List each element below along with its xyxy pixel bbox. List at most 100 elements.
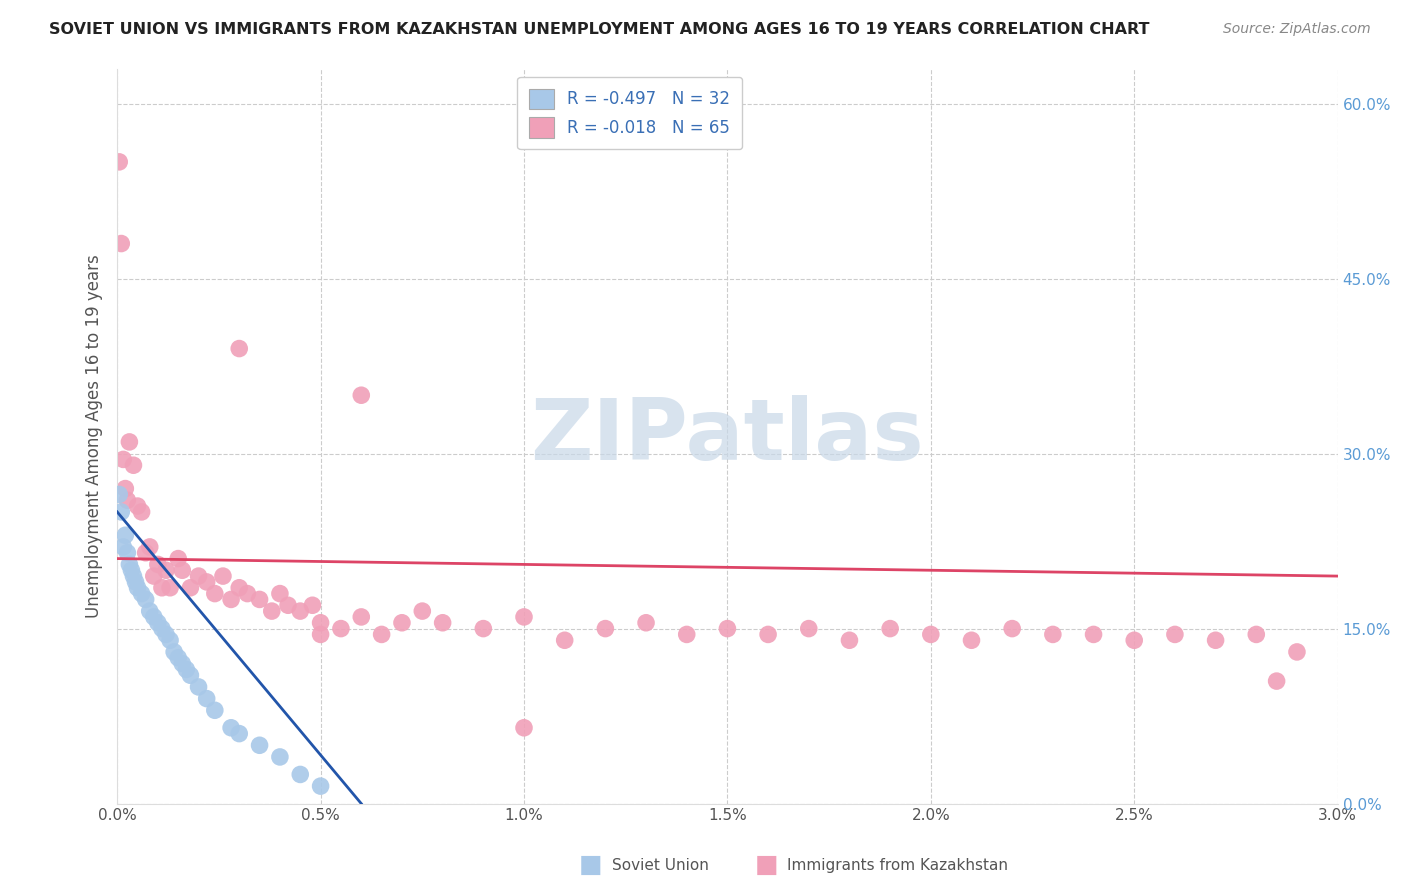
Point xyxy=(146,615,169,630)
Point xyxy=(155,627,177,641)
Point xyxy=(716,622,738,636)
Point xyxy=(176,662,198,676)
Point xyxy=(179,668,201,682)
Point xyxy=(172,563,194,577)
Point xyxy=(301,599,323,613)
Point xyxy=(195,574,218,589)
Point xyxy=(204,586,226,600)
Point xyxy=(118,558,141,572)
Point xyxy=(1285,645,1308,659)
Point xyxy=(1246,627,1268,641)
Point xyxy=(838,633,860,648)
Point xyxy=(118,434,141,449)
Point xyxy=(350,610,373,624)
Point xyxy=(350,388,373,402)
Text: ■: ■ xyxy=(579,854,602,877)
Point xyxy=(117,493,139,508)
Point xyxy=(228,581,250,595)
Point xyxy=(228,342,250,356)
Point xyxy=(127,581,149,595)
Point xyxy=(879,622,901,636)
Point xyxy=(554,633,576,648)
Point xyxy=(131,505,153,519)
Point xyxy=(309,627,332,641)
Text: ■: ■ xyxy=(755,854,778,877)
Point xyxy=(634,615,657,630)
Point xyxy=(1164,627,1187,641)
Point xyxy=(159,633,181,648)
Text: SOVIET UNION VS IMMIGRANTS FROM KAZAKHSTAN UNEMPLOYMENT AMONG AGES 16 TO 19 YEAR: SOVIET UNION VS IMMIGRANTS FROM KAZAKHST… xyxy=(49,22,1150,37)
Point xyxy=(110,505,132,519)
Point xyxy=(1205,633,1227,648)
Point xyxy=(163,645,186,659)
Point xyxy=(391,615,413,630)
Point xyxy=(249,739,271,753)
Point xyxy=(138,604,160,618)
Point xyxy=(411,604,433,618)
Point xyxy=(120,563,142,577)
Point xyxy=(179,581,201,595)
Point xyxy=(187,569,209,583)
Point xyxy=(114,482,136,496)
Point xyxy=(595,622,617,636)
Point xyxy=(236,586,259,600)
Point xyxy=(472,622,495,636)
Point xyxy=(1265,674,1288,689)
Point xyxy=(108,487,131,501)
Point xyxy=(290,604,312,618)
Point xyxy=(172,657,194,671)
Point xyxy=(1001,622,1024,636)
Point xyxy=(150,581,173,595)
Point xyxy=(122,569,145,583)
Point xyxy=(1123,633,1146,648)
Point xyxy=(146,558,169,572)
Point xyxy=(150,622,173,636)
Point xyxy=(127,499,149,513)
Point xyxy=(135,546,157,560)
Point xyxy=(269,586,291,600)
Point xyxy=(108,154,131,169)
Point xyxy=(114,528,136,542)
Text: ZIPatlas: ZIPatlas xyxy=(530,394,924,477)
Point xyxy=(260,604,283,618)
Point xyxy=(960,633,983,648)
Point xyxy=(138,540,160,554)
Point xyxy=(1083,627,1105,641)
Point xyxy=(142,610,165,624)
Y-axis label: Unemployment Among Ages 16 to 19 years: Unemployment Among Ages 16 to 19 years xyxy=(86,254,103,618)
Point xyxy=(112,452,135,467)
Point xyxy=(309,615,332,630)
Point xyxy=(124,574,146,589)
Point xyxy=(797,622,820,636)
Point xyxy=(117,546,139,560)
Text: Soviet Union: Soviet Union xyxy=(612,858,709,872)
Point xyxy=(277,599,299,613)
Point xyxy=(212,569,235,583)
Point xyxy=(112,540,135,554)
Point xyxy=(167,551,190,566)
Point xyxy=(329,622,352,636)
Text: Immigrants from Kazakhstan: Immigrants from Kazakhstan xyxy=(787,858,1008,872)
Point xyxy=(204,703,226,717)
Point xyxy=(513,610,536,624)
Point xyxy=(131,586,153,600)
Legend: R = -0.497   N = 32, R = -0.018   N = 65: R = -0.497 N = 32, R = -0.018 N = 65 xyxy=(517,77,742,149)
Point xyxy=(269,750,291,764)
Point xyxy=(370,627,392,641)
Point xyxy=(675,627,697,641)
Point xyxy=(122,458,145,473)
Point xyxy=(187,680,209,694)
Point xyxy=(756,627,779,641)
Point xyxy=(155,563,177,577)
Point xyxy=(1042,627,1064,641)
Point xyxy=(432,615,454,630)
Point xyxy=(249,592,271,607)
Point xyxy=(159,581,181,595)
Point xyxy=(309,779,332,793)
Point xyxy=(228,726,250,740)
Point xyxy=(110,236,132,251)
Point xyxy=(135,592,157,607)
Point xyxy=(167,650,190,665)
Point xyxy=(513,721,536,735)
Point xyxy=(920,627,942,641)
